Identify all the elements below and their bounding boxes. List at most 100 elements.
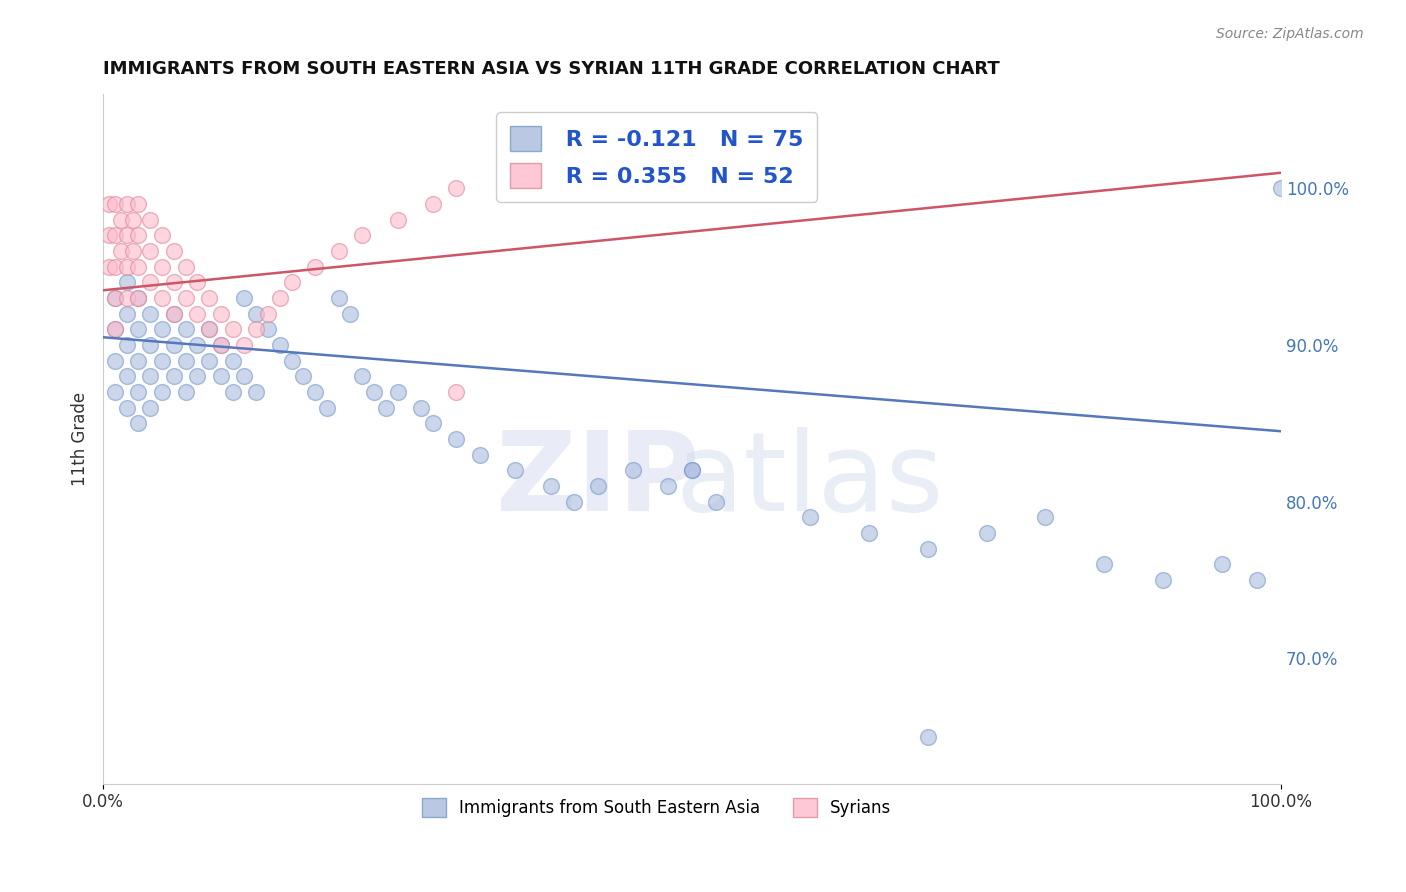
- Point: [233, 338, 256, 352]
- Point: [681, 463, 703, 477]
- Point: [139, 212, 162, 227]
- Point: [316, 401, 339, 415]
- Point: [150, 322, 173, 336]
- Point: [917, 730, 939, 744]
- Point: [198, 353, 221, 368]
- Point: [209, 338, 232, 352]
- Point: [186, 338, 208, 352]
- Point: [139, 244, 162, 258]
- Point: [221, 353, 243, 368]
- Point: [104, 353, 127, 368]
- Point: [104, 197, 127, 211]
- Point: [127, 353, 149, 368]
- Point: [150, 353, 173, 368]
- Point: [127, 417, 149, 431]
- Point: [150, 291, 173, 305]
- Point: [139, 276, 162, 290]
- Point: [269, 291, 291, 305]
- Point: [446, 385, 468, 400]
- Point: [468, 448, 491, 462]
- Point: [245, 385, 267, 400]
- Point: [150, 385, 173, 400]
- Text: Source: ZipAtlas.com: Source: ZipAtlas.com: [1216, 27, 1364, 41]
- Point: [269, 338, 291, 352]
- Point: [221, 322, 243, 336]
- Point: [115, 307, 138, 321]
- Point: [339, 307, 361, 321]
- Text: atlas: atlas: [675, 427, 943, 534]
- Point: [104, 322, 127, 336]
- Point: [280, 353, 302, 368]
- Point: [174, 260, 197, 274]
- Point: [621, 463, 644, 477]
- Point: [245, 322, 267, 336]
- Point: [186, 307, 208, 321]
- Point: [209, 369, 232, 384]
- Point: [121, 244, 143, 258]
- Point: [98, 260, 121, 274]
- Point: [121, 212, 143, 227]
- Point: [446, 181, 468, 195]
- Point: [115, 369, 138, 384]
- Point: [198, 322, 221, 336]
- Point: [505, 166, 527, 180]
- Point: [363, 385, 385, 400]
- Point: [127, 228, 149, 243]
- Point: [976, 526, 998, 541]
- Y-axis label: 11th Grade: 11th Grade: [72, 392, 89, 486]
- Point: [586, 479, 609, 493]
- Point: [411, 401, 433, 415]
- Point: [352, 228, 374, 243]
- Point: [1246, 573, 1268, 587]
- Point: [704, 494, 727, 508]
- Point: [422, 417, 444, 431]
- Point: [1270, 181, 1292, 195]
- Point: [186, 276, 208, 290]
- Point: [1211, 558, 1233, 572]
- Point: [104, 260, 127, 274]
- Point: [446, 432, 468, 446]
- Point: [104, 385, 127, 400]
- Point: [110, 244, 132, 258]
- Point: [150, 260, 173, 274]
- Point: [139, 369, 162, 384]
- Point: [280, 276, 302, 290]
- Point: [858, 526, 880, 541]
- Point: [115, 197, 138, 211]
- Point: [115, 338, 138, 352]
- Point: [150, 228, 173, 243]
- Point: [163, 307, 186, 321]
- Point: [127, 385, 149, 400]
- Point: [163, 338, 186, 352]
- Point: [374, 401, 396, 415]
- Point: [174, 291, 197, 305]
- Point: [139, 401, 162, 415]
- Point: [115, 401, 138, 415]
- Point: [115, 276, 138, 290]
- Point: [505, 463, 527, 477]
- Point: [174, 385, 197, 400]
- Point: [233, 291, 256, 305]
- Point: [127, 260, 149, 274]
- Legend: Immigrants from South Eastern Asia, Syrians: Immigrants from South Eastern Asia, Syri…: [416, 791, 898, 823]
- Point: [209, 307, 232, 321]
- Point: [127, 291, 149, 305]
- Point: [540, 479, 562, 493]
- Point: [115, 260, 138, 274]
- Point: [917, 541, 939, 556]
- Point: [186, 369, 208, 384]
- Point: [292, 369, 315, 384]
- Point: [98, 228, 121, 243]
- Point: [681, 463, 703, 477]
- Point: [562, 150, 585, 164]
- Point: [245, 307, 267, 321]
- Point: [1152, 573, 1174, 587]
- Point: [115, 291, 138, 305]
- Point: [115, 228, 138, 243]
- Point: [422, 197, 444, 211]
- Point: [98, 197, 121, 211]
- Point: [104, 228, 127, 243]
- Point: [198, 322, 221, 336]
- Point: [387, 212, 409, 227]
- Point: [221, 385, 243, 400]
